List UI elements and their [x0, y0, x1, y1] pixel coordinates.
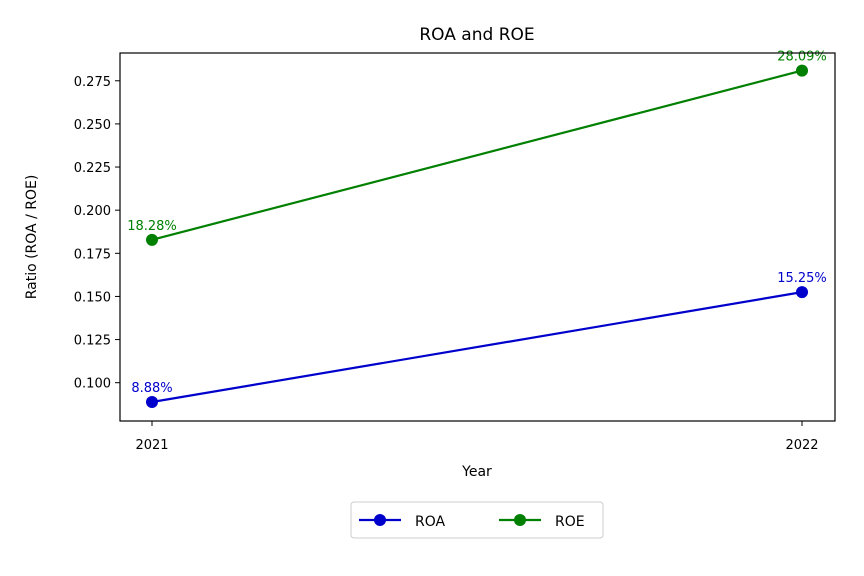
legend-label-roe: ROE: [555, 514, 585, 530]
y-tick-label: 0.100: [74, 377, 111, 392]
y-tick-label: 0.125: [74, 334, 111, 349]
data-point-roa: [796, 286, 808, 299]
y-tick-label: 0.200: [74, 204, 111, 219]
data-label-roe: 28.09%: [777, 50, 827, 65]
y-tick-label: 0.175: [74, 247, 111, 262]
x-axis-title: Year: [461, 464, 492, 480]
data-point-roe: [146, 233, 158, 246]
legend-marker-roa: [374, 514, 386, 526]
x-axis: 2021 2022: [135, 421, 819, 453]
y-axis-title: Ratio (ROA / ROE): [24, 175, 40, 300]
legend-box: [350, 501, 604, 539]
x-tick-label: 2021: [135, 438, 168, 453]
data-label-roe: 18.28%: [127, 219, 177, 234]
series-line-roe: [151, 69, 803, 241]
plot-frame: [119, 52, 836, 422]
plot-area: 8.88% 15.25% 18.28% 28.09%: [127, 50, 827, 409]
data-label-roa: 8.88%: [131, 381, 172, 396]
series-line-roa: [151, 291, 803, 404]
data-point-roe: [796, 64, 808, 77]
y-tick-label: 0.275: [74, 75, 111, 90]
data-point-roa: [146, 396, 158, 409]
chart-title: ROA and ROE: [419, 25, 534, 45]
y-tick-label: 0.150: [74, 290, 111, 305]
legend: ROA ROE: [350, 501, 604, 539]
data-label-roa: 15.25%: [777, 271, 827, 286]
legend-label-roa: ROA: [415, 514, 446, 530]
y-axis: 0.100 0.125 0.150 0.175 0.200 0.225 0.250 0.275: [74, 75, 120, 392]
legend-marker-roe: [514, 514, 526, 526]
y-tick-label: 0.225: [74, 161, 111, 176]
x-tick-label: 2022: [785, 438, 818, 453]
y-tick-label: 0.250: [74, 118, 111, 133]
